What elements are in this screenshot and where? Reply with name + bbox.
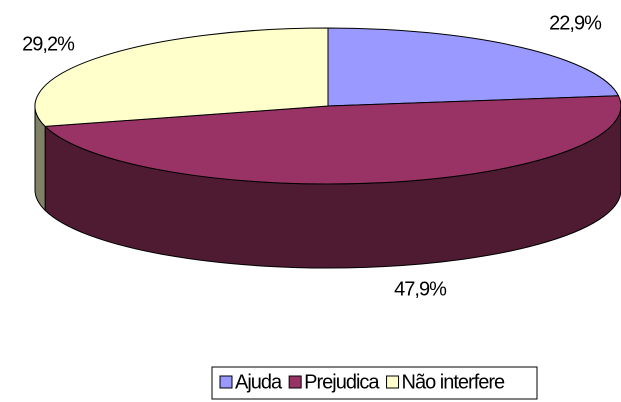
legend-label: Prejudica — [304, 371, 380, 393]
data-label: 29,2% — [22, 33, 75, 55]
legend-label: Não interfere — [402, 371, 505, 393]
pie — [34, 27, 621, 269]
legend-swatch — [288, 375, 302, 389]
legend-box — [211, 366, 538, 400]
legend: Ajuda Prejudica Não interfere — [219, 371, 506, 393]
legend-swatch — [386, 375, 400, 389]
slice — [327, 27, 620, 107]
slice — [44, 95, 621, 185]
slice — [34, 27, 329, 127]
data-labels: 22,9% 47,9% 29,2% — [22, 12, 603, 300]
legend-swatch — [219, 375, 233, 389]
data-label: 47,9% — [394, 278, 447, 300]
legend-label: Ajuda — [235, 371, 283, 393]
data-label: 22,9% — [549, 12, 602, 34]
